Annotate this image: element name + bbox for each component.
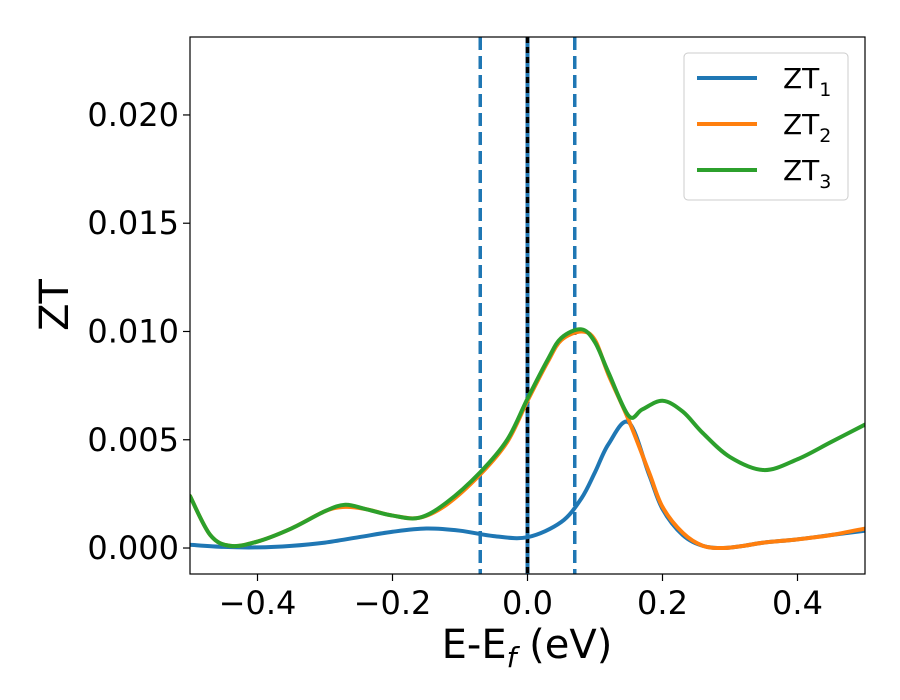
x-tick-label: −0.2 [354, 584, 432, 622]
x-tick-label: 0.0 [502, 584, 553, 622]
legend-label-main: ZT [783, 108, 820, 141]
y-tick-label: 0.005 [87, 421, 179, 459]
x-tick-label: 0.4 [772, 584, 823, 622]
y-axis-ticks: 0.000 0.005 0.010 0.015 0.020 [87, 96, 190, 567]
legend-label-zt2: ZT2 [783, 108, 831, 147]
legend-label-sub: 2 [819, 125, 831, 147]
legend-label-zt3: ZT3 [783, 154, 831, 193]
x-tick-label: −0.4 [219, 584, 297, 622]
series-lines [190, 327, 865, 551]
y-tick-label: 0.015 [87, 204, 179, 242]
x-axis-label-main: E-E [442, 622, 507, 668]
legend-label-main: ZT [783, 154, 820, 187]
reference-lines [478, 37, 577, 574]
series-line-zt3 [190, 327, 865, 549]
x-tick-label: 0.2 [637, 584, 688, 622]
x-axis-label-unit: (eV) [516, 622, 612, 668]
y-axis-label: ZT [32, 279, 78, 331]
y-tick-label: 0.000 [87, 529, 179, 567]
legend-box [683, 52, 849, 201]
x-axis-ticks: −0.4 −0.2 0.0 0.2 0.4 [219, 574, 823, 622]
legend-label-sub: 1 [819, 79, 831, 101]
legend-label-zt1: ZT1 [783, 62, 831, 101]
y-tick-label: 0.010 [87, 312, 179, 350]
legend-label-sub: 3 [819, 171, 831, 193]
legend-label-main: ZT [783, 62, 820, 95]
y-tick-label: 0.020 [87, 96, 179, 134]
x-axis-label: E-Ef (eV) [442, 622, 613, 674]
